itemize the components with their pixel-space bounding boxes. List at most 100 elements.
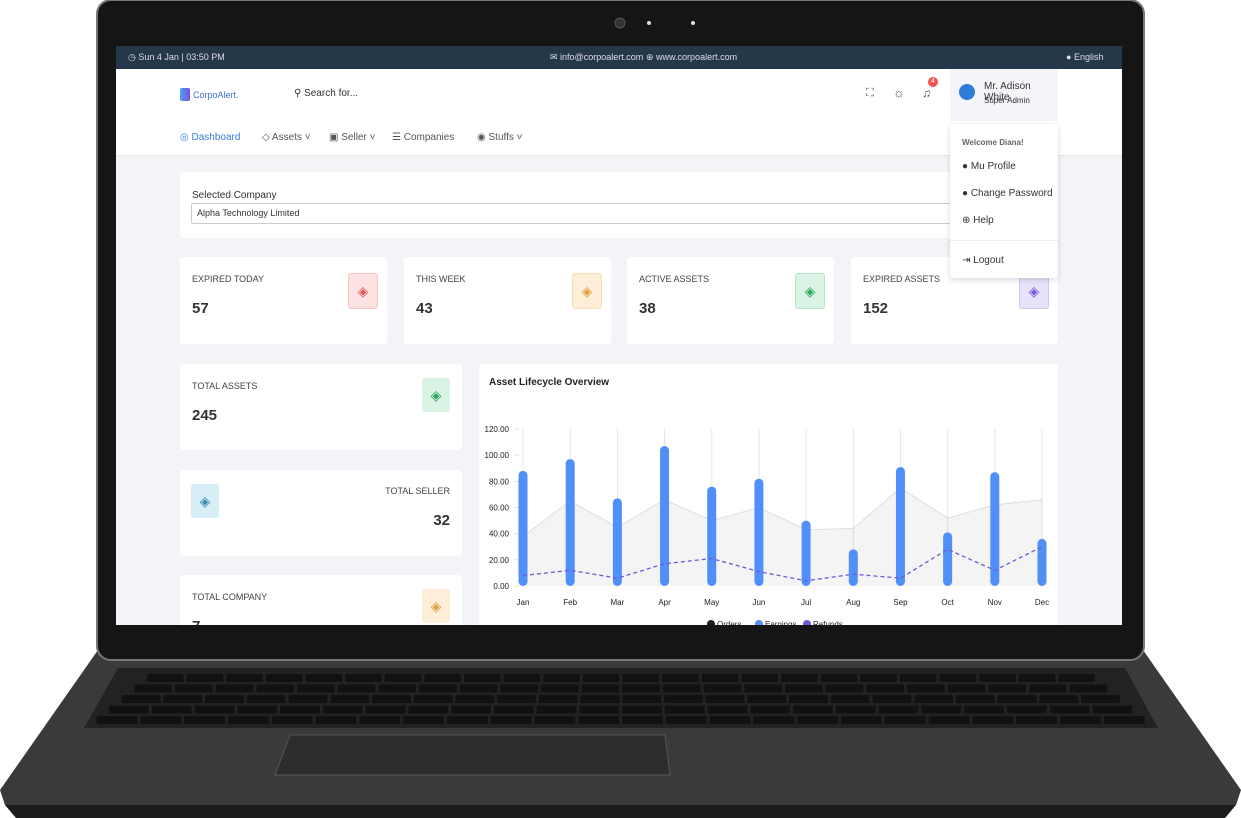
key	[872, 695, 912, 703]
key	[741, 674, 778, 682]
language-text: English	[1073, 52, 1104, 62]
key	[579, 705, 620, 714]
key	[408, 705, 449, 714]
select-label: Selected Company	[192, 190, 277, 201]
key	[246, 695, 286, 703]
laptop-edge	[5, 805, 1236, 818]
key	[372, 695, 411, 703]
logo-icon	[180, 88, 190, 101]
menu-greeting: Welcome Diana!	[962, 138, 1024, 147]
x-tick-label: Oct	[941, 598, 954, 607]
notification-badge: 4	[928, 77, 938, 87]
side-label: TOTAL SELLER	[385, 486, 450, 496]
y-tick-label: 20.00	[489, 556, 510, 565]
topbar: ◷ Sun 4 Jan | 03:50 PM ✉ info@corpoalert…	[116, 46, 1122, 69]
language[interactable]: ● English	[1066, 52, 1104, 62]
key	[884, 716, 926, 724]
key	[490, 716, 532, 724]
bar	[518, 470, 528, 586]
website[interactable]: ⊕ www.corpoalert.com	[646, 52, 738, 62]
key	[750, 705, 791, 714]
user-menu: Welcome Diana! ● Mu Profile ● Change Pas…	[950, 124, 1058, 278]
key	[297, 684, 335, 693]
key	[378, 684, 417, 693]
key	[237, 705, 278, 714]
logo[interactable]: CorpoAlert.	[193, 90, 239, 100]
side-card: TOTAL SELLER 32 ◈	[180, 470, 462, 556]
key	[1058, 674, 1095, 682]
bar	[801, 520, 811, 586]
x-tick-label: Aug	[846, 598, 860, 607]
legend-marker	[803, 620, 811, 625]
key	[175, 684, 213, 693]
nav-item[interactable]: ◉ Stuffs ˅	[477, 132, 523, 143]
key	[538, 695, 578, 703]
chart: Asset Lifecycle Overview 0.00 20.00 40.00 6…	[485, 377, 1049, 625]
key	[109, 705, 149, 714]
chart-card: Asset Lifecycle Overview 0.00 20.00 40.00 6…	[479, 364, 1058, 625]
key	[701, 674, 739, 682]
menu-item[interactable]: ⊕ Help	[962, 215, 994, 226]
key	[413, 695, 453, 703]
key	[705, 695, 745, 703]
stat-value: 57	[192, 300, 209, 317]
key	[663, 684, 701, 693]
menu-item[interactable]: ● Change Password	[962, 188, 1053, 199]
key	[622, 716, 663, 724]
sensor	[647, 21, 651, 25]
key	[578, 716, 620, 724]
chart-title: Asset Lifecycle Overview	[489, 377, 609, 388]
user-area[interactable]: Mr. Adison White Super Admin	[950, 69, 1058, 121]
email[interactable]: ✉ info@corpoalert.com	[550, 52, 644, 62]
side-value: 245	[192, 407, 218, 424]
key	[820, 674, 858, 682]
nav-text: Seller	[341, 132, 367, 143]
key	[134, 684, 173, 693]
key	[186, 674, 224, 682]
key	[184, 716, 225, 724]
nav-item[interactable]: ◎ Dashboard	[180, 132, 241, 143]
key	[464, 674, 501, 682]
theme-icon[interactable]: ☼	[893, 85, 905, 100]
side-card: TOTAL ASSETS 245 ◈	[180, 364, 462, 450]
side-label: TOTAL COMPANY	[192, 592, 268, 602]
key	[500, 684, 539, 693]
key	[337, 684, 376, 693]
key	[359, 716, 401, 724]
key	[825, 684, 864, 693]
key	[424, 674, 461, 682]
key	[665, 716, 707, 724]
menu-item[interactable]: ● Mu Profile	[962, 161, 1016, 172]
x-tick-label: Feb	[563, 598, 577, 607]
menu-text: Mu Profile	[970, 161, 1016, 172]
key	[541, 684, 579, 693]
nav-item[interactable]: ◇ Assets ˅	[262, 132, 311, 143]
key	[503, 674, 541, 682]
key	[914, 695, 953, 703]
datetime-text: Sun 4 Jan | 03:50 PM	[138, 52, 225, 62]
menu-item[interactable]: ⇥ Logout	[962, 255, 1004, 266]
nav-item[interactable]: ▣ Seller ˅	[329, 132, 376, 143]
key	[147, 674, 184, 682]
nav-item[interactable]: ☰ Companies	[392, 132, 455, 143]
stat-icon: ◈	[795, 273, 825, 309]
key	[747, 695, 787, 703]
key	[1006, 705, 1047, 714]
key	[271, 716, 313, 724]
key	[140, 716, 182, 724]
stat-card: ACTIVE ASSETS 38 ◈	[627, 257, 834, 344]
key	[280, 705, 320, 714]
website-text: www.corpoalert.com	[656, 52, 738, 62]
key	[664, 705, 705, 714]
key	[907, 684, 945, 693]
fullscreen-icon[interactable]: ⛶	[866, 87, 874, 99]
key	[493, 705, 534, 714]
search[interactable]: ⚲ Search for...	[294, 88, 359, 99]
company-select[interactable]: Alpha Technology Limited	[191, 203, 1053, 224]
bell-icon[interactable]: ♫	[922, 86, 931, 100]
company-card: Selected Company Alpha Technology Limite…	[180, 172, 1058, 238]
key	[227, 716, 269, 724]
key	[215, 684, 254, 693]
key	[536, 705, 577, 714]
